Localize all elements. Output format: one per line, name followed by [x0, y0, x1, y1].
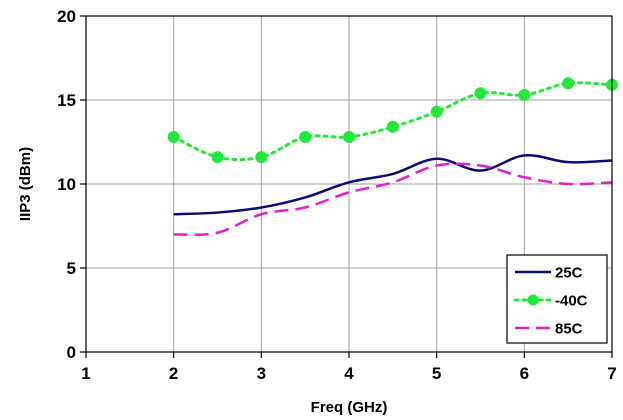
data-point-marker	[211, 151, 224, 164]
x-tick-label: 1	[81, 364, 90, 383]
x-axis-label: Freq (GHz)	[311, 399, 388, 416]
legend: 25C -40C 85C	[506, 254, 608, 344]
y-tick-label: 5	[67, 259, 76, 278]
y-tick-label: 0	[67, 343, 76, 362]
y-axis-label: IIP3 (dBm)	[17, 147, 34, 221]
y-tick-label: 15	[57, 91, 76, 110]
series-lines	[167, 77, 618, 236]
data-point-marker	[255, 151, 268, 164]
y-tick-label: 20	[57, 7, 76, 26]
x-tick-label: 3	[257, 364, 266, 383]
data-point-marker	[343, 130, 355, 143]
x-tick-label: 4	[344, 364, 354, 383]
x-tick-labels: 1 2 3 4 5 6 7	[81, 352, 617, 383]
series-line-0	[173, 154, 613, 216]
data-point-marker	[518, 88, 531, 101]
y-tick-label: 10	[57, 175, 76, 194]
legend-marker	[527, 294, 539, 306]
data-point-marker	[167, 130, 180, 143]
data-point-marker	[386, 120, 399, 133]
y-tick-labels: 0 5 10 15 20	[57, 7, 86, 362]
data-point-marker	[430, 105, 443, 118]
legend-label: 25C	[555, 265, 583, 282]
x-tick-label: 2	[169, 364, 178, 383]
data-point-marker	[562, 77, 575, 90]
data-point-marker	[474, 87, 487, 100]
series-line-1	[172, 81, 614, 162]
x-tick-label: 5	[432, 364, 441, 383]
data-point-marker	[299, 130, 312, 143]
legend-label: 85C	[555, 321, 583, 338]
x-tick-label: 6	[520, 364, 529, 383]
x-tick-label: 7	[607, 364, 616, 383]
legend-label: -40C	[555, 293, 588, 310]
